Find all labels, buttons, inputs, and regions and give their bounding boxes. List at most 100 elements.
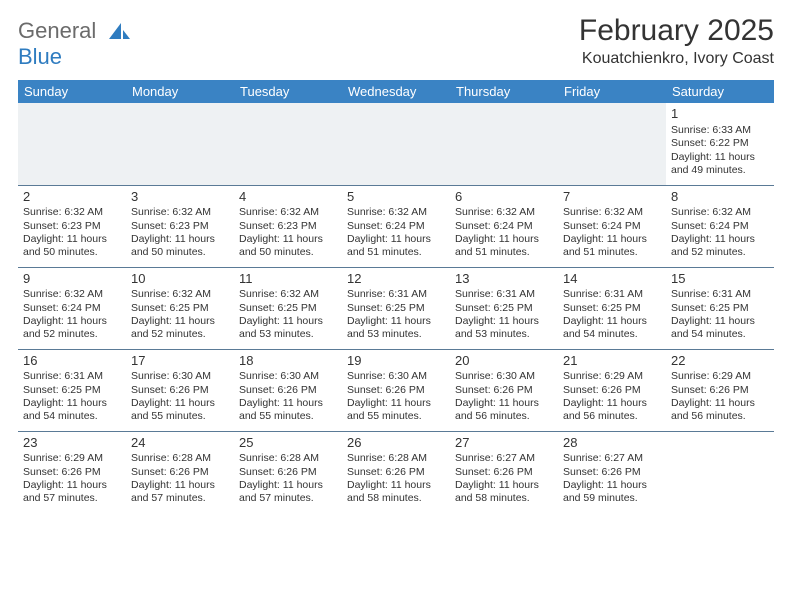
calendar-cell <box>342 103 450 185</box>
day-header: Sunday <box>18 80 126 103</box>
calendar-cell: 14Sunrise: 6:31 AMSunset: 6:25 PMDayligh… <box>558 267 666 349</box>
calendar-week: 23Sunrise: 6:29 AMSunset: 6:26 PMDayligh… <box>18 431 774 513</box>
calendar-cell: 13Sunrise: 6:31 AMSunset: 6:25 PMDayligh… <box>450 267 558 349</box>
calendar-cell: 1Sunrise: 6:33 AMSunset: 6:22 PMDaylight… <box>666 103 774 185</box>
sunset-line: Sunset: 6:25 PM <box>131 302 229 315</box>
calendar-table: SundayMondayTuesdayWednesdayThursdayFrid… <box>18 80 774 513</box>
sunrise-line: Sunrise: 6:30 AM <box>131 370 229 383</box>
sunset-line: Sunset: 6:24 PM <box>23 302 121 315</box>
sunrise-line: Sunrise: 6:28 AM <box>131 452 229 465</box>
sunset-line: Sunset: 6:24 PM <box>563 220 661 233</box>
sunrise-line: Sunrise: 6:32 AM <box>23 288 121 301</box>
sunset-line: Sunset: 6:26 PM <box>239 384 337 397</box>
day-number: 24 <box>131 435 229 453</box>
calendar-cell: 3Sunrise: 6:32 AMSunset: 6:23 PMDaylight… <box>126 185 234 267</box>
calendar-week: 16Sunrise: 6:31 AMSunset: 6:25 PMDayligh… <box>18 349 774 431</box>
sunset-line: Sunset: 6:26 PM <box>131 466 229 479</box>
day-number: 5 <box>347 189 445 207</box>
day-header: Tuesday <box>234 80 342 103</box>
sunset-line: Sunset: 6:25 PM <box>23 384 121 397</box>
sunrise-line: Sunrise: 6:32 AM <box>239 288 337 301</box>
daylight-line: Daylight: 11 hours and 51 minutes. <box>563 233 661 260</box>
daylight-line: Daylight: 11 hours and 58 minutes. <box>347 479 445 506</box>
sunrise-line: Sunrise: 6:30 AM <box>455 370 553 383</box>
day-number: 1 <box>671 106 769 124</box>
sunset-line: Sunset: 6:23 PM <box>131 220 229 233</box>
day-number: 15 <box>671 271 769 289</box>
calendar-cell: 7Sunrise: 6:32 AMSunset: 6:24 PMDaylight… <box>558 185 666 267</box>
daylight-line: Daylight: 11 hours and 57 minutes. <box>239 479 337 506</box>
day-number: 3 <box>131 189 229 207</box>
day-number: 14 <box>563 271 661 289</box>
daylight-line: Daylight: 11 hours and 53 minutes. <box>455 315 553 342</box>
daylight-line: Daylight: 11 hours and 52 minutes. <box>131 315 229 342</box>
sunset-line: Sunset: 6:26 PM <box>23 466 121 479</box>
calendar-cell: 10Sunrise: 6:32 AMSunset: 6:25 PMDayligh… <box>126 267 234 349</box>
day-number: 13 <box>455 271 553 289</box>
daylight-line: Daylight: 11 hours and 54 minutes. <box>23 397 121 424</box>
sunrise-line: Sunrise: 6:30 AM <box>347 370 445 383</box>
calendar-week: 1Sunrise: 6:33 AMSunset: 6:22 PMDaylight… <box>18 103 774 185</box>
sunrise-line: Sunrise: 6:28 AM <box>239 452 337 465</box>
day-number: 18 <box>239 353 337 371</box>
logo-line1: General <box>18 18 96 43</box>
sunrise-line: Sunrise: 6:32 AM <box>239 206 337 219</box>
calendar-cell: 17Sunrise: 6:30 AMSunset: 6:26 PMDayligh… <box>126 349 234 431</box>
calendar-body: 1Sunrise: 6:33 AMSunset: 6:22 PMDaylight… <box>18 103 774 513</box>
calendar-cell: 8Sunrise: 6:32 AMSunset: 6:24 PMDaylight… <box>666 185 774 267</box>
sunrise-line: Sunrise: 6:33 AM <box>671 124 769 137</box>
daylight-line: Daylight: 11 hours and 51 minutes. <box>455 233 553 260</box>
sunset-line: Sunset: 6:26 PM <box>347 466 445 479</box>
sunset-line: Sunset: 6:26 PM <box>131 384 229 397</box>
sunset-line: Sunset: 6:26 PM <box>347 384 445 397</box>
day-number: 19 <box>347 353 445 371</box>
logo-text: General Blue <box>18 18 132 70</box>
sunset-line: Sunset: 6:26 PM <box>239 466 337 479</box>
day-number: 12 <box>347 271 445 289</box>
day-number: 23 <box>23 435 121 453</box>
day-header: Monday <box>126 80 234 103</box>
day-number: 20 <box>455 353 553 371</box>
brand-logo: General Blue <box>18 18 132 70</box>
daylight-line: Daylight: 11 hours and 56 minutes. <box>563 397 661 424</box>
sunset-line: Sunset: 6:25 PM <box>455 302 553 315</box>
sail-icon <box>108 22 132 40</box>
sunrise-line: Sunrise: 6:29 AM <box>671 370 769 383</box>
daylight-line: Daylight: 11 hours and 56 minutes. <box>671 397 769 424</box>
header: General Blue February 2025 Kouatchienkro… <box>18 14 774 70</box>
daylight-line: Daylight: 11 hours and 53 minutes. <box>239 315 337 342</box>
daylight-line: Daylight: 11 hours and 49 minutes. <box>671 151 769 178</box>
calendar-cell: 21Sunrise: 6:29 AMSunset: 6:26 PMDayligh… <box>558 349 666 431</box>
day-number: 10 <box>131 271 229 289</box>
daylight-line: Daylight: 11 hours and 52 minutes. <box>671 233 769 260</box>
calendar-cell <box>18 103 126 185</box>
sunset-line: Sunset: 6:24 PM <box>347 220 445 233</box>
sunrise-line: Sunrise: 6:27 AM <box>455 452 553 465</box>
sunrise-line: Sunrise: 6:32 AM <box>671 206 769 219</box>
calendar-cell: 27Sunrise: 6:27 AMSunset: 6:26 PMDayligh… <box>450 431 558 513</box>
sunrise-line: Sunrise: 6:28 AM <box>347 452 445 465</box>
calendar-cell: 12Sunrise: 6:31 AMSunset: 6:25 PMDayligh… <box>342 267 450 349</box>
day-number: 7 <box>563 189 661 207</box>
day-number: 21 <box>563 353 661 371</box>
daylight-line: Daylight: 11 hours and 55 minutes. <box>239 397 337 424</box>
sunset-line: Sunset: 6:26 PM <box>563 384 661 397</box>
sunrise-line: Sunrise: 6:32 AM <box>23 206 121 219</box>
daylight-line: Daylight: 11 hours and 56 minutes. <box>455 397 553 424</box>
calendar-cell: 24Sunrise: 6:28 AMSunset: 6:26 PMDayligh… <box>126 431 234 513</box>
calendar-cell: 15Sunrise: 6:31 AMSunset: 6:25 PMDayligh… <box>666 267 774 349</box>
sunset-line: Sunset: 6:26 PM <box>563 466 661 479</box>
calendar-page: General Blue February 2025 Kouatchienkro… <box>0 0 792 527</box>
day-header: Friday <box>558 80 666 103</box>
calendar-cell: 25Sunrise: 6:28 AMSunset: 6:26 PMDayligh… <box>234 431 342 513</box>
calendar-cell <box>234 103 342 185</box>
sunset-line: Sunset: 6:26 PM <box>455 466 553 479</box>
calendar-cell: 23Sunrise: 6:29 AMSunset: 6:26 PMDayligh… <box>18 431 126 513</box>
calendar-cell <box>126 103 234 185</box>
daylight-line: Daylight: 11 hours and 58 minutes. <box>455 479 553 506</box>
sunrise-line: Sunrise: 6:32 AM <box>563 206 661 219</box>
sunset-line: Sunset: 6:26 PM <box>455 384 553 397</box>
month-title: February 2025 <box>579 14 774 48</box>
calendar-cell: 22Sunrise: 6:29 AMSunset: 6:26 PMDayligh… <box>666 349 774 431</box>
sunset-line: Sunset: 6:22 PM <box>671 137 769 150</box>
